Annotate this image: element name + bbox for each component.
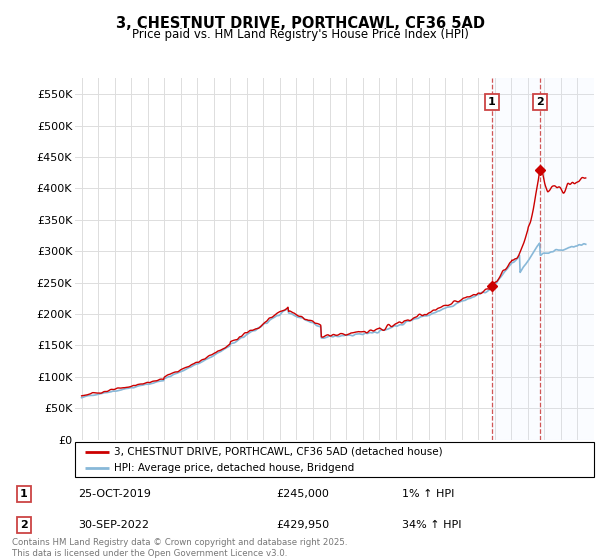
Text: 30-SEP-2022: 30-SEP-2022 bbox=[78, 520, 149, 530]
Text: 2: 2 bbox=[536, 97, 544, 108]
Text: £429,950: £429,950 bbox=[276, 520, 329, 530]
Text: 34% ↑ HPI: 34% ↑ HPI bbox=[402, 520, 461, 530]
Text: 1: 1 bbox=[488, 97, 496, 108]
Text: £245,000: £245,000 bbox=[276, 489, 329, 499]
Bar bbox=[492, 78, 600, 440]
Text: 1: 1 bbox=[20, 489, 28, 499]
Text: 3, CHESTNUT DRIVE, PORTHCAWL, CF36 5AD (detached house): 3, CHESTNUT DRIVE, PORTHCAWL, CF36 5AD (… bbox=[114, 447, 443, 457]
Text: Contains HM Land Registry data © Crown copyright and database right 2025.
This d: Contains HM Land Registry data © Crown c… bbox=[12, 538, 347, 558]
Text: 2: 2 bbox=[20, 520, 28, 530]
Text: Price paid vs. HM Land Registry's House Price Index (HPI): Price paid vs. HM Land Registry's House … bbox=[131, 28, 469, 41]
Text: 3, CHESTNUT DRIVE, PORTHCAWL, CF36 5AD: 3, CHESTNUT DRIVE, PORTHCAWL, CF36 5AD bbox=[115, 16, 485, 31]
Text: 25-OCT-2019: 25-OCT-2019 bbox=[78, 489, 151, 499]
Text: HPI: Average price, detached house, Bridgend: HPI: Average price, detached house, Brid… bbox=[114, 463, 354, 473]
Text: 1% ↑ HPI: 1% ↑ HPI bbox=[402, 489, 454, 499]
